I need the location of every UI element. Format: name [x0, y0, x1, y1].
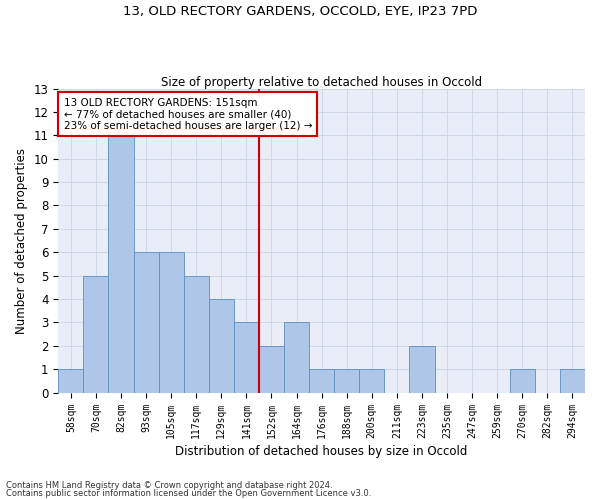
Y-axis label: Number of detached properties: Number of detached properties — [15, 148, 28, 334]
Bar — [359, 369, 385, 392]
Bar — [309, 369, 334, 392]
Bar — [209, 299, 234, 392]
Bar — [560, 369, 585, 392]
Bar — [184, 276, 209, 392]
Text: Contains public sector information licensed under the Open Government Licence v3: Contains public sector information licen… — [6, 488, 371, 498]
Bar — [334, 369, 359, 392]
Bar — [83, 276, 109, 392]
Bar — [158, 252, 184, 392]
Bar — [109, 136, 134, 392]
Text: Contains HM Land Registry data © Crown copyright and database right 2024.: Contains HM Land Registry data © Crown c… — [6, 481, 332, 490]
Text: 13 OLD RECTORY GARDENS: 151sqm
← 77% of detached houses are smaller (40)
23% of : 13 OLD RECTORY GARDENS: 151sqm ← 77% of … — [64, 98, 312, 131]
Bar — [234, 322, 259, 392]
Title: Size of property relative to detached houses in Occold: Size of property relative to detached ho… — [161, 76, 482, 88]
Bar — [284, 322, 309, 392]
Bar — [510, 369, 535, 392]
X-axis label: Distribution of detached houses by size in Occold: Distribution of detached houses by size … — [175, 444, 468, 458]
Bar — [134, 252, 158, 392]
Bar — [259, 346, 284, 393]
Text: 13, OLD RECTORY GARDENS, OCCOLD, EYE, IP23 7PD: 13, OLD RECTORY GARDENS, OCCOLD, EYE, IP… — [123, 5, 477, 18]
Bar — [58, 369, 83, 392]
Bar — [409, 346, 434, 393]
